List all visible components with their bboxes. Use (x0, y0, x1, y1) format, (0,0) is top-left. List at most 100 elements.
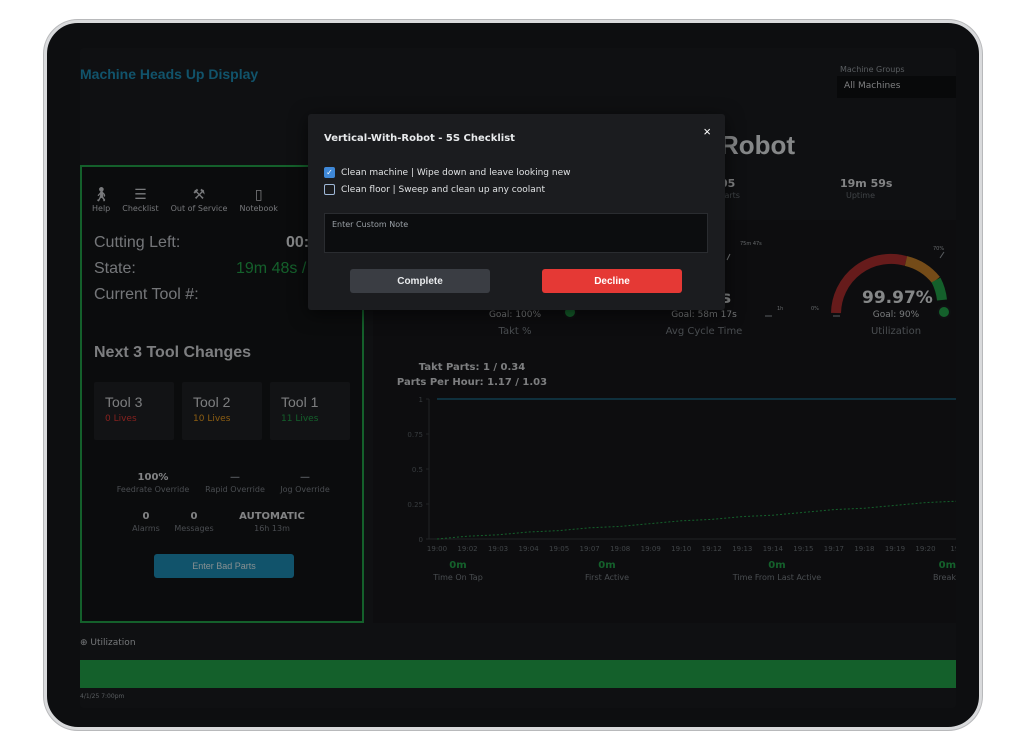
help-person-icon: 🚶︎ (92, 187, 111, 203)
utilization-timeline-bar[interactable] (80, 660, 956, 688)
y-tick-label: 0.25 (407, 501, 423, 509)
time-on-tap-label: Time On Tap (433, 573, 483, 582)
x-tick-label: 19:20 (915, 545, 935, 553)
close-icon: × (703, 124, 711, 139)
x-tick-label: 19:14 (763, 545, 784, 553)
x-tick-label: 19: (950, 545, 956, 553)
feedrate-override-label: Feedrate Override (116, 485, 190, 494)
enter-bad-parts-button[interactable]: Enter Bad Parts (154, 554, 294, 578)
x-tick-label: 19:18 (854, 545, 874, 553)
mode-duration: 16h 13m (254, 524, 290, 533)
avg-cycle-tick-right: 1h (777, 306, 784, 312)
y-tick-label: 0.75 (407, 431, 423, 439)
utilization-goal-tick (939, 251, 945, 259)
utilization-goal: Goal: 90% (872, 310, 920, 320)
utilization-orange-arc (904, 256, 940, 284)
checklist-item-text: Clean floor | Sweep and clean up any coo… (341, 184, 546, 195)
time-from-last-active-label: Time From Last Active (732, 573, 822, 582)
tool-card: Tool 1 11 Lives (270, 382, 350, 440)
cutting-left-label: Cutting Left: (94, 234, 181, 251)
avg-cycle-caption: Avg Cycle Time (665, 326, 743, 337)
checkbox-unchecked[interactable] (324, 184, 335, 195)
utilization-marker (937, 305, 951, 319)
close-button[interactable]: × (703, 124, 711, 139)
notebook-label: Notebook (239, 204, 278, 213)
jog-override-value: — (300, 472, 310, 483)
tool-lives: 0 Lives (105, 414, 137, 424)
break-label: Break (932, 573, 956, 582)
rapid-override: — Rapid Override (192, 472, 278, 494)
utilization-green-arc (931, 277, 947, 301)
y-tick-label: 0.5 (412, 466, 423, 474)
mode-stat: AUTOMATIC 16h 13m (222, 511, 322, 533)
utilization-caption: Utilization (870, 326, 922, 337)
time-on-tap-stat: 0m Time On Tap (398, 560, 518, 582)
utilization-tick-left: 0% (811, 306, 819, 312)
tool-name: Tool 3 (105, 394, 143, 410)
uptime-value: 19m 59s (840, 177, 893, 190)
uptime-label: Uptime (846, 191, 876, 200)
x-tick-label: 19:19 (885, 545, 905, 553)
x-tick-label: 19:00 (427, 545, 447, 553)
x-tick-label: 19:10 (671, 545, 691, 553)
time-on-tap-value: 0m (449, 560, 467, 571)
x-tick-label: 19:15 (793, 545, 813, 553)
y-tick-label: 0 (419, 536, 423, 544)
avg-cycle-value: s (721, 288, 732, 308)
utilization-red-arc (831, 253, 908, 314)
parts-per-hour: Parts Per Hour: 1.17 / 1.03 (396, 377, 548, 388)
checklist-modal: Vertical-With-Robot - 5S Checklist × ✓ C… (308, 114, 725, 310)
x-tick-label: 19:04 (518, 545, 539, 553)
avg-cycle-goal: Goal: 58m 17s (671, 310, 737, 320)
parts-chart: 0 0.25 0.5 0.75 1 19:00 19:02 19:03 19:04 19:05 19… (407, 396, 956, 553)
checkbox-checked[interactable]: ✓ (324, 167, 335, 178)
tool-lives: 11 Lives (281, 414, 319, 424)
jog-override-label: Jog Override (280, 485, 330, 494)
avg-cycle-tick-top: 75m 47s (740, 241, 762, 247)
checklist-item[interactable]: Clean floor | Sweep and clean up any coo… (324, 184, 545, 195)
time-from-last-active-value: 0m (768, 560, 786, 571)
app-title: Machine Heads Up Display (80, 66, 259, 82)
messages-stat: 0 Messages (164, 511, 224, 533)
takt-goal: Goal: 100% (488, 310, 542, 320)
decline-button[interactable]: Decline (542, 269, 682, 293)
machine-groups-select[interactable]: All Machines (837, 76, 956, 98)
rapid-override-label: Rapid Override (205, 485, 265, 494)
utilization-bar-title: Utilization (90, 638, 136, 648)
alarms-stat: 0 Alarms (116, 511, 176, 533)
first-active-stat: 0m First Active (547, 560, 667, 582)
x-tick-label: 19:02 (457, 545, 477, 553)
first-active-value: 0m (598, 560, 616, 571)
panel-toolbar: 🚶︎ Help ☰ Checklist ⚒ Out of Service ▯ N… (92, 187, 278, 213)
alarms-value: 0 (142, 511, 150, 522)
checklist-item-text: Clean machine | Wipe down and leave look… (341, 167, 571, 178)
x-tick-label: 19:05 (549, 545, 569, 553)
mode-value: AUTOMATIC (239, 511, 305, 522)
checklist-item[interactable]: ✓ Clean machine | Wipe down and leave lo… (324, 167, 570, 178)
x-tick-label: 19:12 (702, 545, 722, 553)
first-active-label: First Active (584, 573, 630, 582)
series-line-1 (436, 500, 956, 540)
tool-card: Tool 2 10 Lives (182, 382, 262, 440)
custom-note-input[interactable] (324, 213, 708, 253)
machine-groups-label: Machine Groups (840, 65, 905, 74)
help-label: Help (92, 204, 111, 213)
x-tick-label: 19:07 (580, 545, 600, 553)
parts-label: Parts (720, 191, 740, 200)
out-of-service-button[interactable]: ⚒ Out of Service (171, 187, 228, 213)
zoom-icon: ⊕ (80, 638, 88, 648)
notebook-button[interactable]: ▯ Notebook (239, 187, 277, 213)
utilization-tick-top: 70% (933, 246, 945, 252)
state-value: 19m 48s / (236, 260, 307, 277)
machine-name: Robot (720, 130, 796, 160)
rapid-override-value: — (230, 472, 240, 483)
feedrate-override-value: 100% (137, 472, 169, 483)
avg-cycle-tick (726, 253, 731, 261)
notebook-icon: ▯ (254, 187, 263, 203)
feedrate-override: 100% Feedrate Override (110, 472, 196, 494)
utilization-bar-label[interactable]: ⊕ Utilization (80, 638, 136, 648)
modal-title: Vertical-With-Robot - 5S Checklist (324, 133, 515, 144)
complete-button[interactable]: Complete (350, 269, 490, 293)
checklist-button[interactable]: ☰ Checklist (122, 187, 158, 213)
help-button[interactable]: 🚶︎ Help (92, 187, 110, 213)
